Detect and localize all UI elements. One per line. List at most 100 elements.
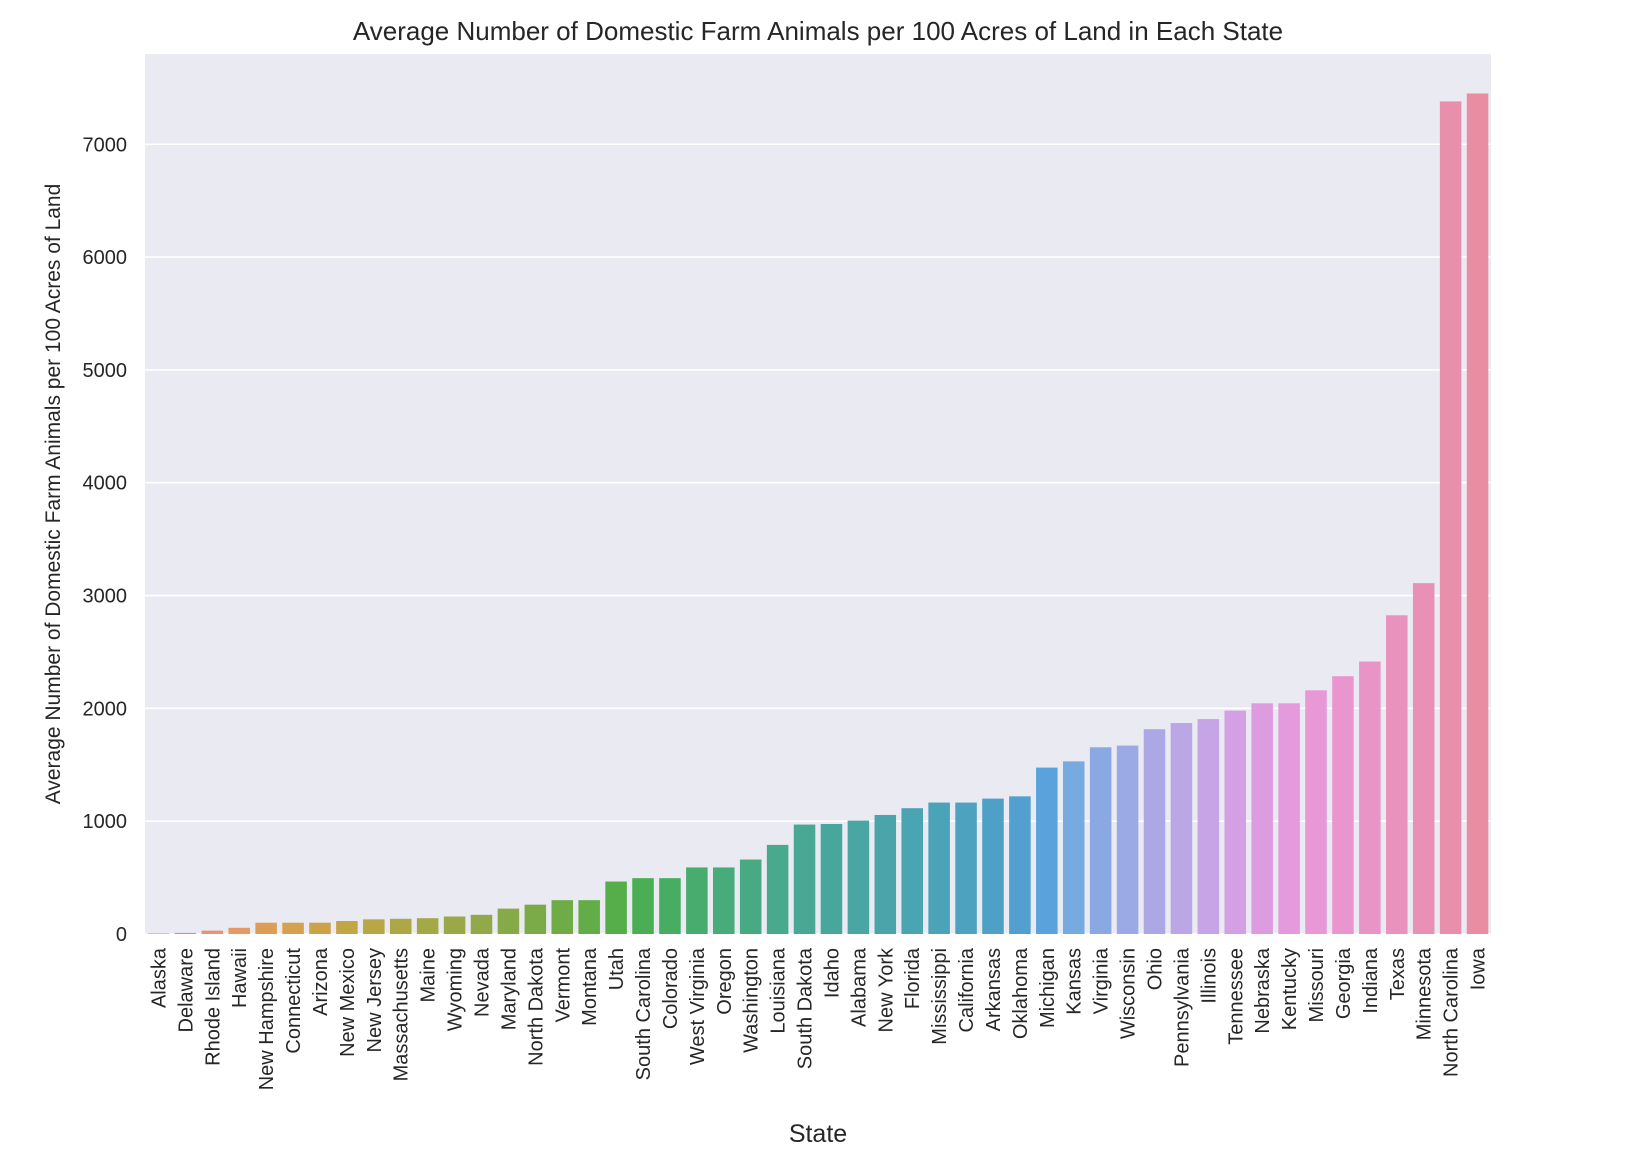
x-tick-label: Arizona — [310, 947, 332, 1016]
x-tick-label: New Mexico — [337, 948, 359, 1057]
bar — [147, 933, 170, 934]
bars — [147, 93, 1489, 934]
bar — [1359, 661, 1381, 934]
bar — [686, 867, 708, 934]
bar — [255, 922, 277, 934]
x-tick-label: Utah — [606, 948, 628, 990]
bar — [1089, 747, 1112, 934]
y-tick-label: 1000 — [83, 811, 128, 833]
x-tick-labels: Alaska Delaware Rhode Island Hawaii New Hamp… — [148, 947, 1489, 1090]
x-tick-label: New Jersey — [364, 948, 386, 1052]
bar — [578, 900, 600, 934]
x-tick-label: Nevada — [472, 947, 494, 1017]
y-tick-label: 4000 — [83, 473, 128, 495]
x-tick-label: Florida — [902, 947, 924, 1009]
bar — [793, 824, 816, 934]
x-tick-label: Wisconsin — [1118, 948, 1140, 1039]
x-tick-label: Rhode Island — [202, 948, 224, 1066]
bar — [739, 859, 762, 934]
x-tick-label: Kentucky — [1279, 948, 1301, 1030]
x-tick-label: Nebraska — [1252, 947, 1274, 1033]
x-tick-label: Wyoming — [445, 948, 467, 1031]
x-tick-label: Alaska — [148, 947, 170, 1008]
x-tick-label: Pennsylvania — [1171, 947, 1193, 1067]
bar — [1009, 796, 1031, 934]
bar — [1305, 690, 1327, 934]
x-tick-label: Virginia — [1091, 947, 1113, 1014]
bar — [174, 932, 197, 934]
bar — [713, 867, 735, 934]
bar — [605, 881, 627, 934]
x-tick-label: Connecticut — [283, 948, 305, 1054]
bar — [551, 900, 574, 934]
x-tick-label: Colorado — [660, 948, 682, 1029]
x-tick-label: Massachusetts — [391, 948, 413, 1081]
bar — [1251, 703, 1273, 934]
bar — [1332, 676, 1354, 934]
bar — [1036, 767, 1058, 934]
x-tick-label: Oregon — [714, 948, 736, 1015]
bar — [1466, 93, 1489, 934]
bar — [1224, 710, 1247, 934]
x-tick-label: South Carolina — [633, 947, 655, 1080]
y-tick-label: 2000 — [83, 698, 128, 720]
bar — [847, 820, 870, 934]
x-tick-label: Texas — [1387, 948, 1409, 1000]
x-tick-label: Maryland — [498, 948, 520, 1030]
bar — [901, 808, 923, 934]
x-tick-label: Oklahoma — [1010, 947, 1032, 1039]
x-tick-label: California — [956, 947, 978, 1032]
x-tick-label: Arkansas — [983, 948, 1005, 1031]
x-tick-label: Idaho — [821, 948, 843, 998]
y-tick-label: 5000 — [83, 360, 128, 382]
bar — [874, 814, 897, 934]
bar — [1278, 703, 1300, 934]
x-tick-label: Indiana — [1360, 947, 1382, 1013]
bar — [363, 919, 385, 934]
x-tick-label: Illinois — [1198, 948, 1220, 1004]
bar — [928, 802, 950, 934]
x-tick-label: New Hampshire — [256, 948, 278, 1090]
x-tick-label: Mississippi — [929, 948, 951, 1045]
bar — [1197, 719, 1220, 934]
bar — [982, 798, 1004, 934]
bar — [201, 930, 224, 934]
bar — [443, 916, 466, 934]
bar — [416, 918, 439, 934]
x-tick-label: Michigan — [1037, 948, 1059, 1028]
x-tick-label: Washington — [741, 948, 763, 1053]
bar — [228, 927, 250, 934]
x-tick-label: Minnesota — [1414, 947, 1436, 1040]
y-tick-label: 7000 — [83, 134, 128, 156]
y-axis-label: Average Number of Domestic Farm Animals … — [42, 184, 65, 805]
bar — [1116, 745, 1139, 934]
bar — [1439, 101, 1462, 934]
bar — [470, 914, 493, 934]
x-tick-label: Hawaii — [229, 948, 251, 1008]
y-tick-label: 3000 — [83, 586, 128, 608]
x-tick-label: North Dakota — [525, 947, 547, 1066]
x-tick-label: Ohio — [1145, 948, 1167, 990]
x-tick-label: Tennessee — [1225, 948, 1247, 1045]
y-tick-label: 0 — [116, 924, 127, 946]
bar — [1062, 761, 1085, 934]
x-tick-label: Alabama — [848, 947, 870, 1027]
bar — [1170, 723, 1193, 934]
bar — [1412, 583, 1435, 934]
x-tick-label: Georgia — [1333, 947, 1355, 1019]
chart-title: Average Number of Domestic Farm Animals … — [353, 16, 1283, 46]
bar — [820, 824, 843, 934]
bar — [524, 904, 547, 934]
x-tick-label: South Dakota — [795, 947, 817, 1069]
x-tick-label: Louisiana — [768, 947, 790, 1034]
bar — [632, 878, 654, 934]
x-tick-label: New York — [875, 947, 897, 1032]
bar — [955, 802, 977, 934]
bar — [389, 918, 412, 934]
y-tick-label: 6000 — [83, 247, 128, 269]
x-tick-label: Iowa — [1468, 947, 1490, 990]
y-tick-labels: 0 1000 2000 3000 4000 5000 6000 7000 — [83, 134, 128, 946]
x-tick-label: Delaware — [175, 948, 197, 1032]
bar — [309, 922, 331, 934]
